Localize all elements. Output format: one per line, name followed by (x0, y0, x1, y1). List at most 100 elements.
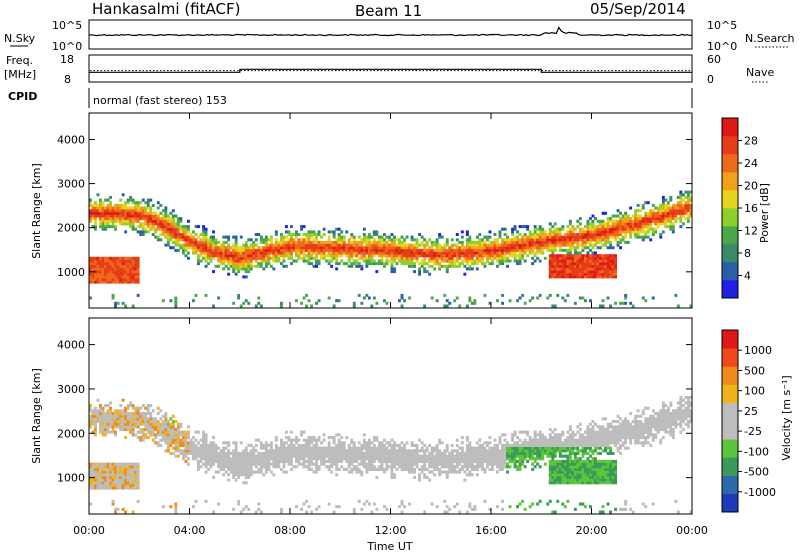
power-cell (269, 251, 273, 255)
velocity-cell (518, 446, 522, 450)
power-cell (553, 264, 557, 268)
power-cell (126, 214, 130, 218)
velocity-cell (91, 462, 95, 466)
power-cell (546, 296, 550, 300)
velocity-cell (234, 449, 238, 453)
power-cell (207, 248, 210, 252)
power-cell (121, 272, 125, 276)
power-cell (249, 246, 253, 250)
velocity-cell (99, 430, 102, 434)
power-cell (571, 256, 575, 260)
velocity-cell (307, 467, 311, 471)
velocity-cell (433, 465, 437, 469)
power-cell (619, 211, 622, 215)
power-cell (561, 267, 565, 271)
velocity-cell (383, 443, 386, 447)
power-cell (372, 238, 376, 242)
velocity-cell (478, 446, 482, 450)
power-cell (566, 275, 570, 279)
velocity-cell (468, 502, 472, 506)
velocity-cell (365, 449, 369, 453)
velocity-cell (136, 470, 140, 474)
velocity-cell (119, 428, 123, 432)
power-cell (636, 222, 640, 226)
velocity-cell (418, 473, 421, 477)
velocity-cell (453, 470, 457, 474)
velocity-cell (134, 467, 138, 471)
velocity-cell (413, 457, 416, 461)
power-cell (352, 304, 356, 308)
power-cell (636, 225, 640, 229)
velocity-cell (470, 457, 474, 461)
velocity-cell (126, 425, 130, 429)
velocity-cell (506, 449, 509, 453)
power-cell (682, 206, 685, 210)
power-cell (478, 248, 482, 252)
velocity-cell (252, 451, 256, 455)
power-cell (252, 251, 256, 255)
velocity-cell (470, 454, 474, 458)
power-cell (589, 217, 592, 221)
velocity-cell (285, 430, 288, 434)
velocity-cell (217, 502, 220, 506)
power-cell (666, 203, 670, 207)
power-cell (357, 235, 361, 239)
power-cell (317, 248, 321, 252)
velocity-cell (523, 449, 527, 453)
power-cell (531, 240, 535, 244)
velocity-cell (131, 412, 135, 416)
power-cell (458, 240, 462, 244)
power-cell (129, 209, 133, 213)
power-cell (410, 262, 414, 266)
velocity-cell (232, 454, 236, 458)
power-cell (463, 254, 467, 258)
power-cell (483, 240, 487, 244)
power-cell (242, 248, 246, 252)
power-cell (111, 293, 115, 297)
power-cell (285, 248, 288, 252)
power-cell (99, 198, 102, 202)
power-cell (237, 267, 241, 271)
power-cell (551, 254, 555, 258)
velocity-cell (176, 422, 180, 426)
power-cell (553, 262, 557, 266)
power-cell (538, 225, 542, 229)
velocity-cell (365, 446, 369, 450)
power-cell (367, 296, 371, 300)
velocity-cell (101, 433, 105, 437)
velocity-cell (526, 433, 530, 437)
power-cell (317, 240, 321, 244)
velocity-cell (285, 470, 288, 474)
velocity-cell (518, 449, 522, 453)
velocity-cell (217, 462, 220, 466)
velocity-cell (156, 428, 160, 432)
power-cell (418, 262, 421, 266)
power-cell (290, 246, 293, 250)
velocity-cell (166, 436, 170, 440)
power-cell (403, 262, 406, 266)
velocity-cell (277, 462, 281, 466)
power-cell (300, 256, 303, 260)
power-cell (357, 240, 361, 244)
power-cell (420, 262, 424, 266)
power-cell (169, 235, 173, 239)
power-cell (285, 235, 288, 239)
power-cell (556, 254, 560, 258)
power-cell (204, 230, 208, 234)
power-cell (269, 238, 273, 242)
power-cell (644, 201, 648, 205)
velocity-cell (488, 441, 492, 445)
power-cell (274, 246, 278, 250)
power-cell (164, 206, 168, 210)
power-cell (498, 259, 502, 263)
power-cell (194, 246, 198, 250)
velocity-cell (269, 446, 273, 450)
power-cell (171, 219, 175, 223)
velocity-cell (106, 470, 110, 474)
power-cell (551, 251, 555, 255)
power-cell (187, 230, 190, 234)
power-cell (264, 240, 268, 244)
velocity-cell (104, 481, 107, 485)
velocity-cell (101, 414, 105, 418)
velocity-cell (126, 478, 130, 482)
